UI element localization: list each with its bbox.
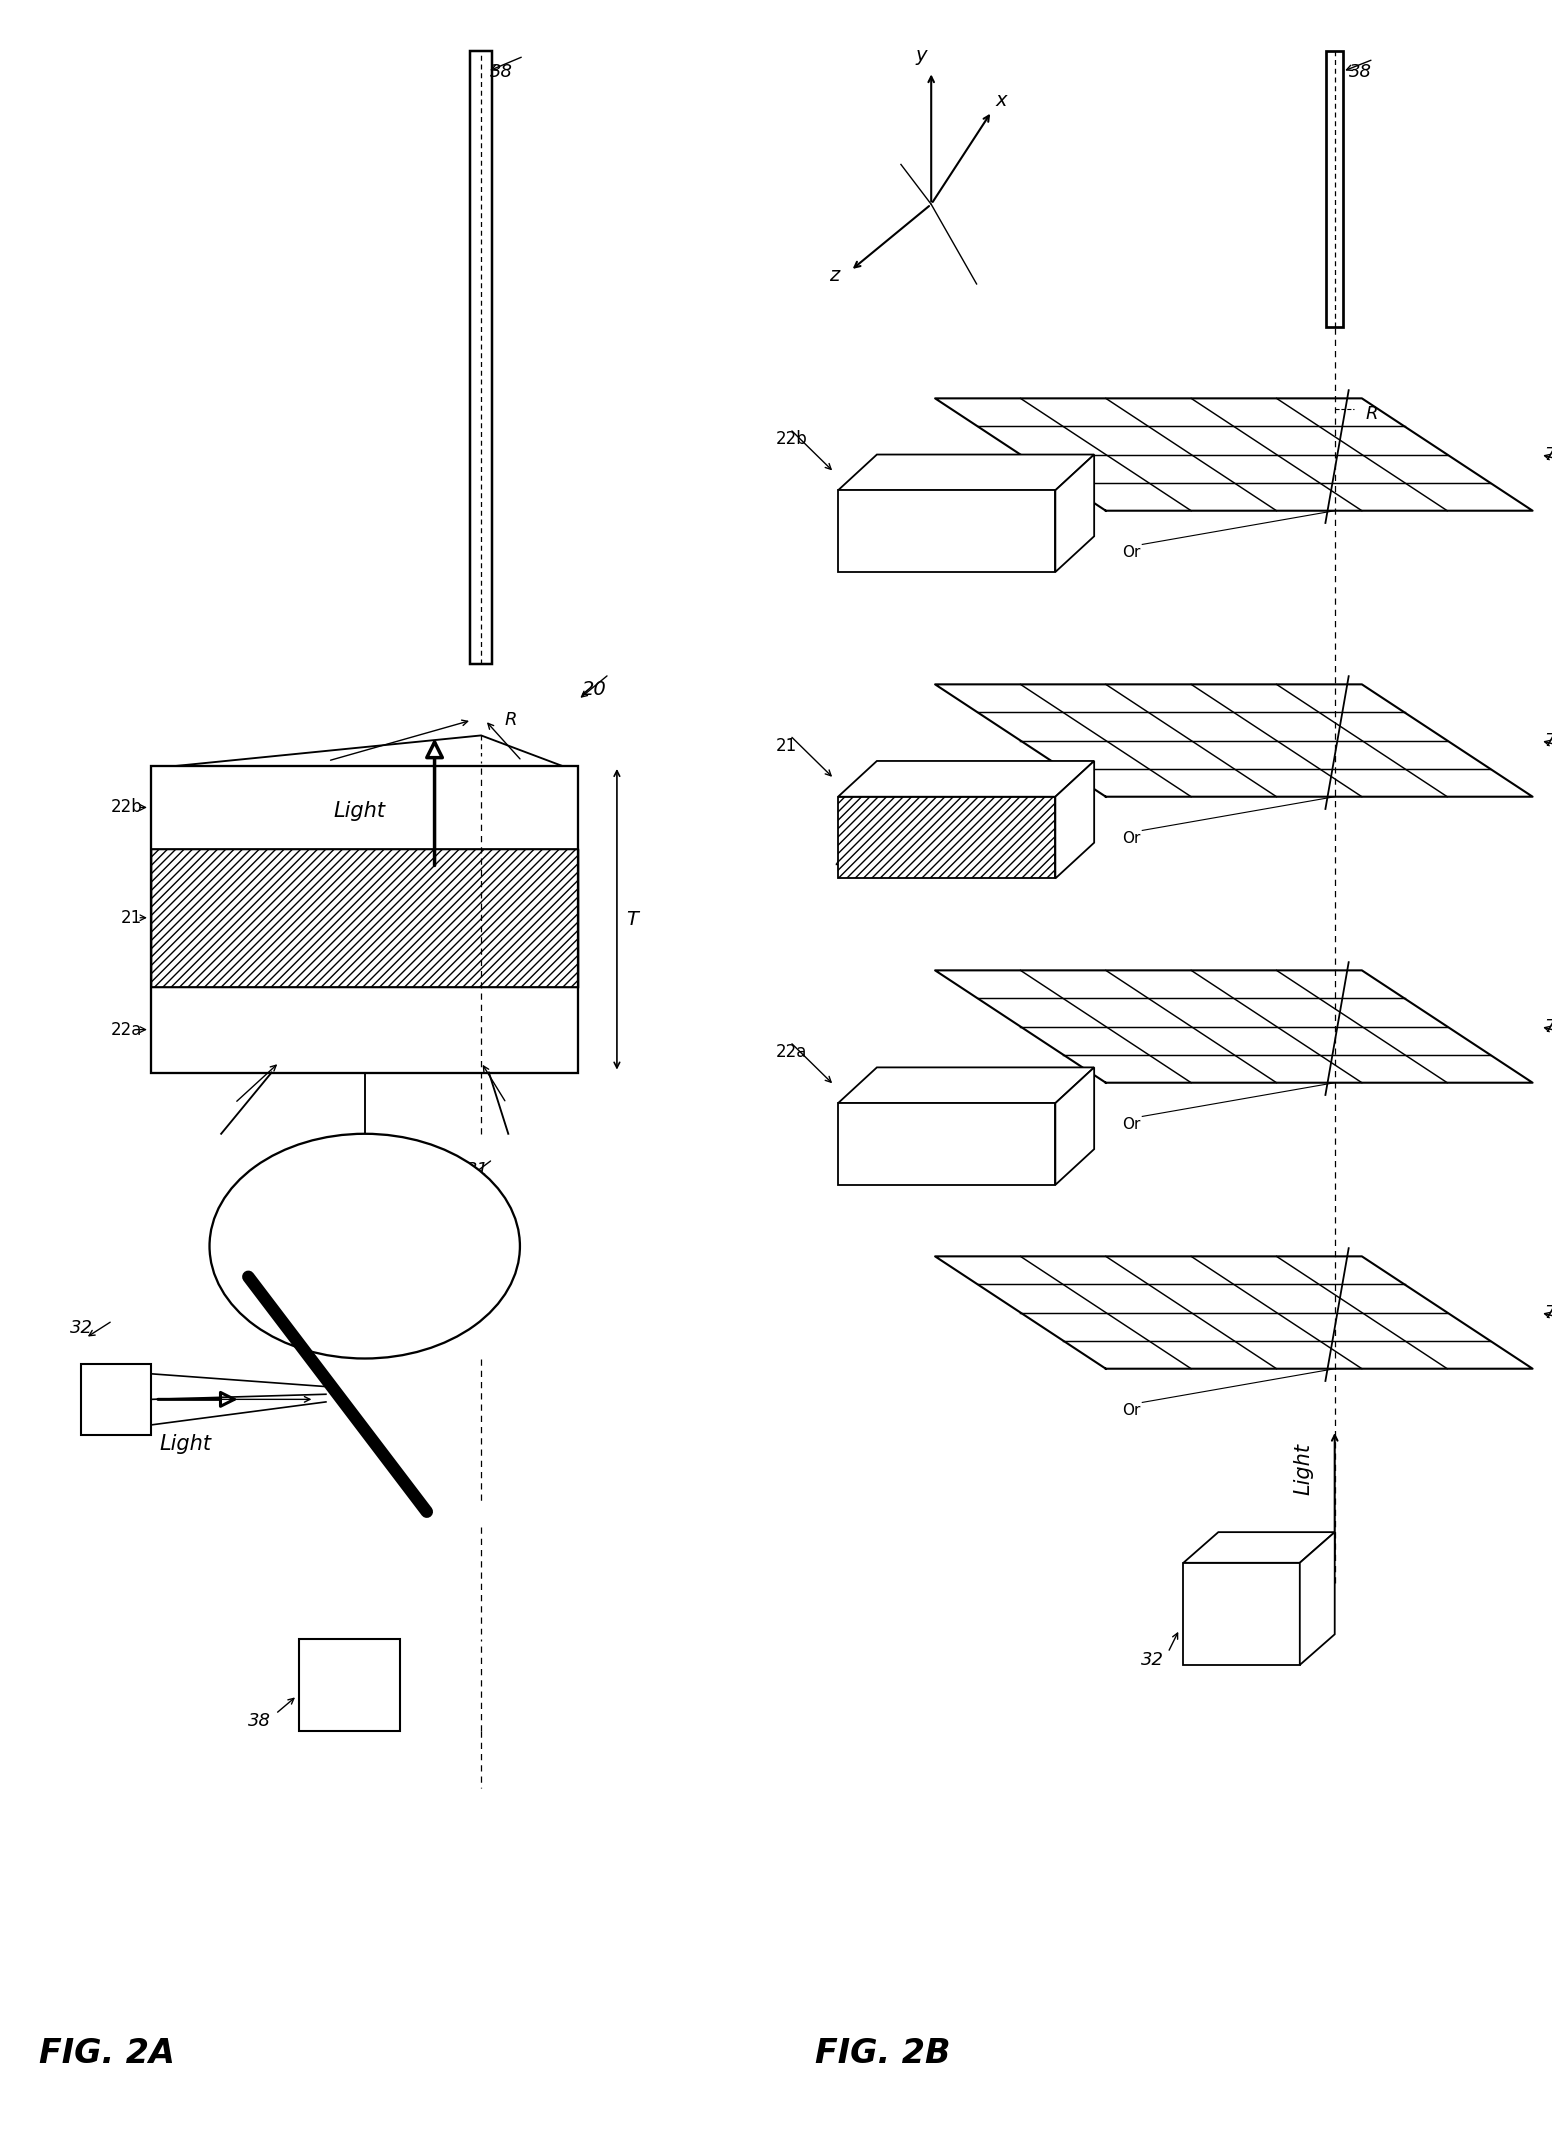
Text: 38: 38 (248, 1712, 272, 1731)
Text: 31: 31 (466, 1160, 489, 1178)
Text: FIG. 2A: FIG. 2A (39, 2038, 175, 2070)
Text: 33: 33 (458, 1293, 481, 1311)
Bar (838, 796, 1055, 879)
Polygon shape (838, 1068, 1094, 1103)
Polygon shape (1301, 1532, 1335, 1665)
Text: 38: 38 (1349, 62, 1372, 82)
Text: 71: 71 (1544, 731, 1552, 749)
Text: Or: Or (1122, 1403, 1141, 1418)
Bar (152, 766, 579, 1072)
Text: Or: Or (1122, 545, 1141, 560)
Polygon shape (1184, 1532, 1335, 1564)
Text: 32: 32 (70, 1319, 93, 1336)
Polygon shape (1055, 761, 1094, 879)
Bar (1327, 51, 1344, 326)
Text: D: D (993, 1137, 1006, 1152)
Text: 21: 21 (776, 736, 798, 755)
Text: 22a: 22a (776, 1042, 807, 1062)
Polygon shape (1055, 455, 1094, 573)
Text: 72a: 72a (1544, 1017, 1552, 1036)
Bar (82, 1364, 152, 1435)
Text: 21: 21 (121, 909, 143, 927)
Polygon shape (838, 761, 1094, 796)
Bar (838, 1103, 1055, 1184)
Polygon shape (838, 455, 1094, 491)
Bar (838, 491, 1055, 573)
Text: A: A (900, 809, 914, 826)
Bar (152, 849, 579, 987)
Text: 22b: 22b (110, 798, 143, 817)
Text: R: R (1366, 405, 1378, 423)
Bar (300, 1639, 400, 1731)
Text: Light: Light (160, 1435, 211, 1454)
Text: Light: Light (1294, 1444, 1313, 1495)
Bar (470, 51, 492, 665)
Bar (1184, 1564, 1301, 1665)
Text: R: R (504, 712, 517, 729)
Text: x: x (996, 92, 1007, 109)
Text: D: D (993, 523, 1006, 538)
Text: Or: Or (1122, 830, 1141, 845)
Text: Or: Or (1122, 1118, 1141, 1133)
Text: 72b: 72b (1544, 446, 1552, 463)
Text: 22a: 22a (110, 1021, 143, 1038)
Ellipse shape (210, 1135, 520, 1358)
Text: 70: 70 (1544, 1304, 1552, 1321)
Text: Light: Light (334, 800, 386, 822)
Text: 22b: 22b (776, 431, 807, 448)
Polygon shape (1055, 1068, 1094, 1184)
Text: y: y (916, 47, 927, 64)
Text: T: T (627, 909, 638, 929)
Text: 32: 32 (1141, 1652, 1164, 1669)
Text: FIG. 2B: FIG. 2B (815, 2038, 950, 2070)
Text: 20: 20 (582, 680, 607, 699)
Text: 45°: 45° (835, 858, 858, 871)
Text: z: z (829, 266, 840, 285)
Bar (152, 849, 579, 987)
Text: 38: 38 (490, 62, 514, 82)
